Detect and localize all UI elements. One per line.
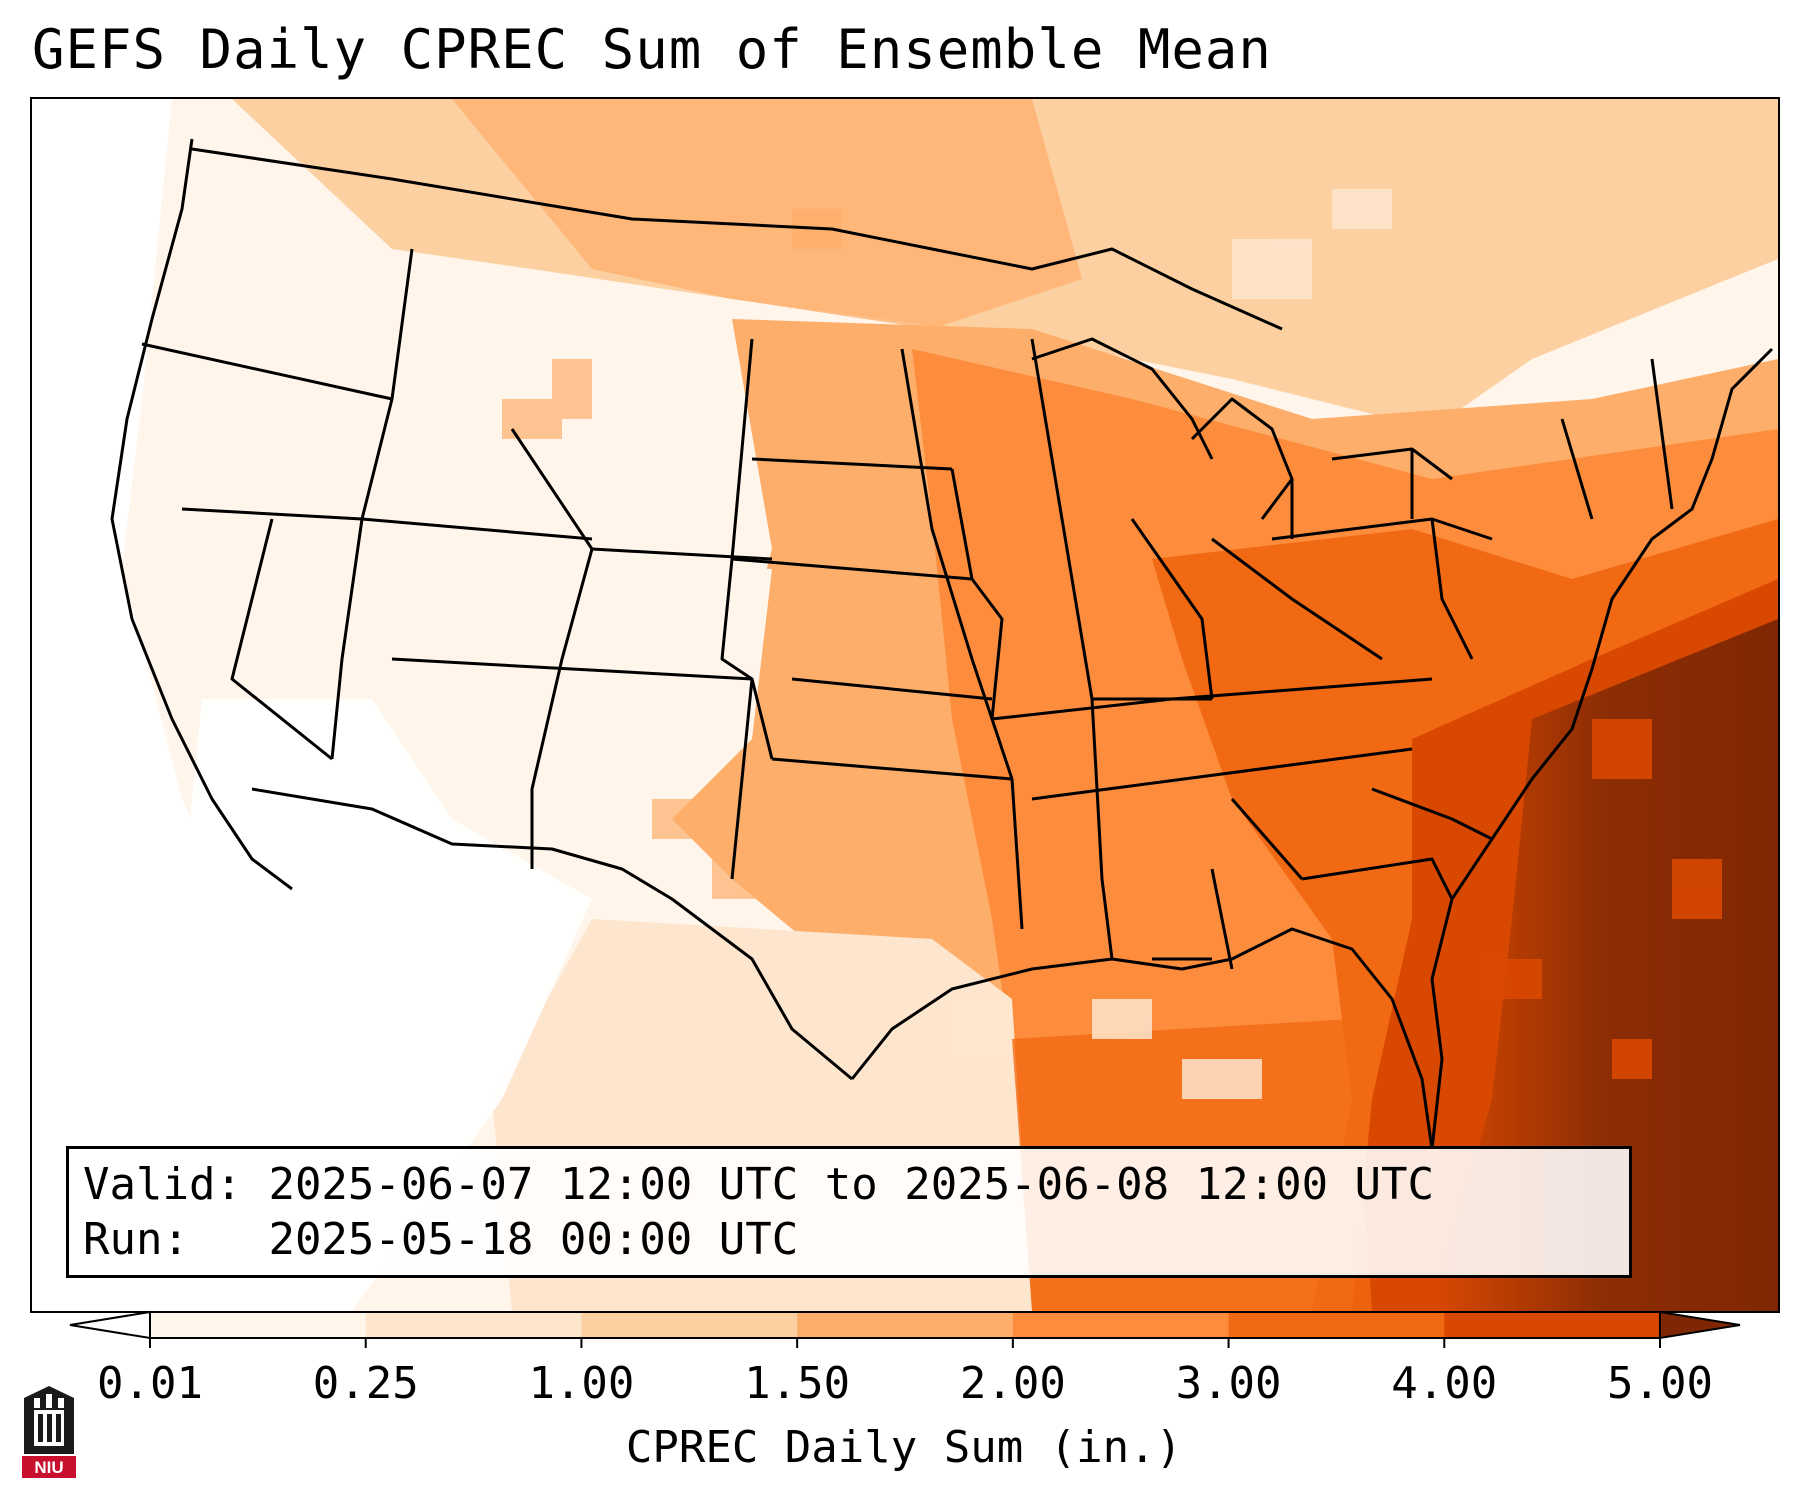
colorbar-tick-label: 2.00 [959,1358,1066,1409]
colorbar-tick-label: 4.00 [1391,1358,1498,1409]
svg-text:NIU: NIU [34,1458,63,1477]
precipitation-map [30,97,1780,1313]
valid-run-box: Valid: 2025-06-07 12:00 UTC to 2025-06-0… [66,1146,1632,1278]
colorbar-tick-label: 1.00 [528,1358,635,1409]
colorbar-segment [797,1312,1014,1338]
colorbar [69,1310,1741,1348]
run-value: 2025-05-18 00:00 UTC [268,1214,799,1265]
colorbar-segment [1444,1312,1661,1338]
colorbar-under-extension [69,1310,151,1340]
map-title: GEFS Daily CPREC Sum of Ensemble Mean [32,18,1272,81]
map-canvas [32,99,1778,1311]
colorbar-segment [150,1312,367,1338]
colorbar-tick-label: 0.01 [97,1358,203,1409]
colorbar-outline [149,1311,1661,1339]
run-label: Run: [83,1214,189,1265]
niu-logo: NIU [22,1386,76,1478]
colorbar-segment [1228,1312,1445,1338]
colorbar-tick-label: 0.25 [312,1358,419,1409]
colorbar-tick-label: 3.00 [1175,1358,1282,1409]
colorbar-tick-label: 5.00 [1607,1358,1713,1409]
colorbar-tick-label: 1.50 [744,1358,851,1409]
state-boundaries [110,138,1774,1150]
colorbar-segment [1012,1312,1230,1338]
valid-label: Valid: [83,1159,242,1210]
valid-value: 2025-06-07 12:00 UTC to 2025-06-08 12:00… [268,1159,1435,1210]
colorbar-segment [365,1312,582,1338]
precip-field [32,99,1778,1311]
colorbar-over-extension [1659,1310,1741,1340]
colorbar-label: CPREC Daily Sum (in.) [625,1422,1183,1473]
colorbar-segment [581,1312,798,1338]
